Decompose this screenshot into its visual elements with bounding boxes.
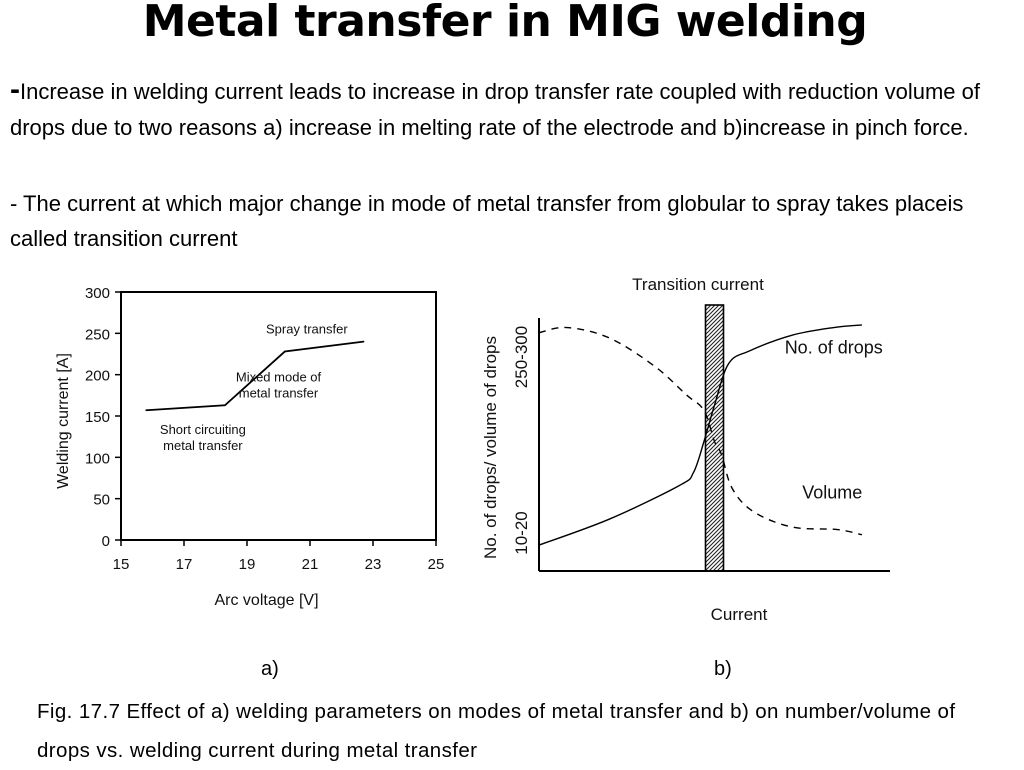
subfigure-label-b: b) xyxy=(714,658,732,680)
chart-b-title: Transition current xyxy=(632,275,764,294)
data-point xyxy=(362,340,365,343)
figure-17-7: 0 50 100 150 200 250 300 15 17 19 21 23 25 Arc voltag… xyxy=(55,275,890,624)
y-tick-label: 300 xyxy=(85,285,110,302)
transition-current-band xyxy=(704,304,725,572)
paragraph-transfer-rate-text: Increase in welding current leads to inc… xyxy=(10,79,980,140)
y-tick-label: 150 xyxy=(85,409,110,426)
x-tick-label: 23 xyxy=(365,556,382,573)
data-point xyxy=(224,404,226,407)
series-label: No. of drops xyxy=(785,337,883,357)
slide-title: Metal transfer in MIG welding xyxy=(142,0,868,47)
y-axis-title: No. of drops/ volume of drops xyxy=(481,336,500,559)
y-tick-label-low: 10-20 xyxy=(512,511,531,554)
annotation-label: Short circuiting xyxy=(160,422,246,437)
x-tick-label: 17 xyxy=(176,556,193,573)
y-tick-label: 50 xyxy=(93,492,110,509)
data-point xyxy=(145,409,147,412)
y-tick-label: 0 xyxy=(102,533,110,550)
x-axis-title: Arc voltage [V] xyxy=(214,592,318,609)
annotation-label: Mixed mode of xyxy=(236,369,322,384)
paragraph-transition-current: - The current at which major change in m… xyxy=(10,191,964,251)
annotation-label: metal transfer xyxy=(239,385,319,400)
y-tick-label: 200 xyxy=(85,368,110,385)
x-tick-label: 15 xyxy=(113,556,130,573)
chart-a: 0 50 100 150 200 250 300 15 17 19 21 23 25 Arc voltag… xyxy=(55,285,444,609)
y-tick-label: 100 xyxy=(85,450,110,467)
y-tick-label: 250 xyxy=(85,326,110,343)
data-point xyxy=(284,350,286,353)
x-tick-label: 25 xyxy=(428,556,445,573)
series-label: Volume xyxy=(802,482,862,502)
subfigure-label-a: a) xyxy=(261,658,279,680)
line-series-mode-boundary xyxy=(146,340,364,412)
line-series-no-of-drops xyxy=(538,324,862,546)
annotation-label: metal transfer xyxy=(163,438,243,453)
y-axis-title: Welding current [A] xyxy=(55,353,72,489)
annotation-label: Spray transfer xyxy=(266,321,348,336)
y-tick-label-high: 250-300 xyxy=(512,326,531,388)
chart-b: Transition current No. of drops/ volume o… xyxy=(481,275,890,624)
x-tick-label: 19 xyxy=(239,556,256,573)
x-axis-title: Current xyxy=(711,605,768,624)
line-series-volume xyxy=(538,326,863,536)
paragraph-dash: - xyxy=(10,73,20,106)
x-tick-label: 21 xyxy=(302,556,319,573)
figure-caption: Fig. 17.7 Effect of a) welding parameter… xyxy=(37,700,956,762)
paragraph-transfer-rate: -Increase in welding current leads to in… xyxy=(10,72,1010,146)
